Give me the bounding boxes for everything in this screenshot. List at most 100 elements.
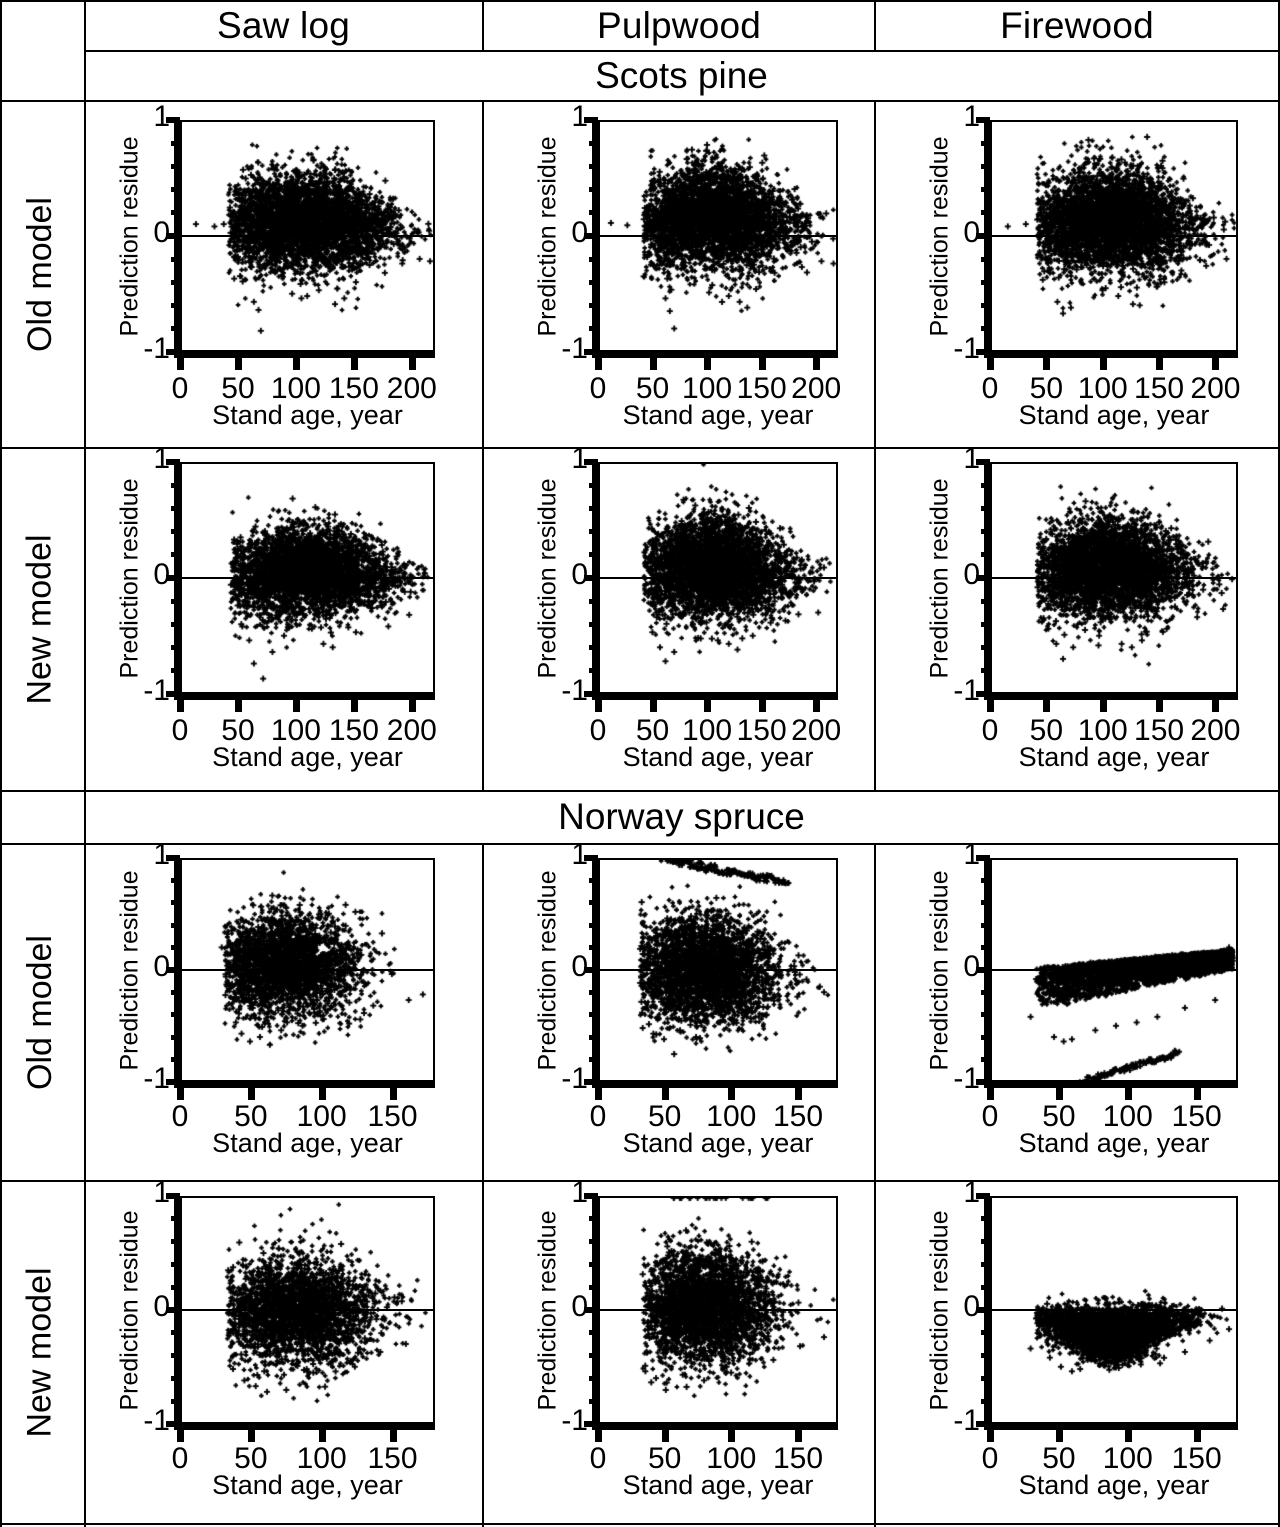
zero-reference-line — [984, 1309, 1238, 1311]
y-axis-title: Prediction residue — [925, 870, 954, 1071]
scatter-canvas — [992, 1198, 1236, 1422]
y-minor-tick — [589, 529, 598, 535]
x-tick-label: 100 — [296, 1100, 347, 1133]
x-axis-spine — [984, 1082, 1238, 1088]
y-minor-tick — [589, 1330, 598, 1336]
x-major-tick — [1156, 698, 1164, 712]
x-major-tick — [649, 698, 657, 712]
x-tick-label: 0 — [981, 372, 999, 405]
zero-reference-line — [174, 969, 435, 971]
row-label-new-model-scots: New model — [0, 449, 80, 790]
x-major-tick — [987, 1086, 994, 1100]
x-axis-title: Stand age, year — [622, 1128, 814, 1158]
x-axis-spine — [592, 352, 838, 358]
y-major-tick — [976, 233, 990, 239]
x-axis-spine — [592, 694, 838, 700]
y-major-tick — [166, 1421, 180, 1427]
y-major-tick — [976, 575, 990, 581]
y-axis-spine — [174, 462, 180, 694]
plot-area — [598, 858, 838, 1082]
y-tick-label: -1 — [561, 1062, 588, 1095]
column-header-sawlog: Saw log — [85, 2, 482, 50]
y-major-tick — [976, 459, 990, 465]
y-minor-tick — [981, 989, 990, 995]
frame-line-bottom — [0, 1523, 1280, 1525]
y-minor-tick — [589, 922, 598, 928]
x-major-tick — [292, 698, 300, 712]
y-tick-label: -1 — [561, 674, 588, 707]
row-label-text: Old model — [20, 197, 59, 352]
y-minor-tick — [171, 210, 180, 216]
scatter-canvas — [182, 464, 433, 692]
plot-area — [180, 1196, 435, 1424]
column-header-label: Firewood — [1000, 5, 1154, 46]
y-minor-tick — [589, 187, 598, 193]
y-minor-tick — [171, 598, 180, 604]
y-minor-tick — [171, 552, 180, 558]
x-axis-title: Stand age, year — [212, 400, 403, 430]
y-major-tick — [976, 1079, 990, 1085]
frame-line-col1 — [482, 0, 484, 50]
frame-line-col2 — [874, 0, 876, 50]
y-minor-tick — [981, 598, 990, 604]
zero-reference-line — [174, 235, 435, 237]
frame-line-header — [85, 50, 1280, 52]
plot-area — [990, 462, 1238, 694]
scatter-canvas — [600, 860, 836, 1080]
x-major-tick — [1055, 1428, 1063, 1442]
y-minor-tick — [171, 140, 180, 146]
y-major-tick — [584, 459, 598, 465]
zero-reference-line — [592, 1309, 838, 1311]
species-band-label: Scots pine — [595, 55, 768, 96]
column-header-pulpwood: Pulpwood — [484, 2, 874, 50]
y-axis-spine — [174, 120, 180, 352]
x-tick-label: 0 — [981, 1100, 999, 1133]
scatter-canvas — [182, 860, 433, 1080]
x-axis-title: Stand age, year — [212, 742, 403, 772]
scatter-canvas — [182, 122, 433, 350]
y-major-tick — [976, 967, 990, 973]
y-minor-tick — [171, 303, 180, 309]
y-minor-tick — [981, 1261, 990, 1267]
y-tick-label: 0 — [153, 950, 170, 983]
y-major-tick — [976, 349, 990, 355]
x-major-tick — [177, 356, 184, 370]
y-axis-spine — [592, 120, 598, 352]
y-minor-tick — [981, 1398, 990, 1404]
x-tick-label: 50 — [1042, 1442, 1076, 1475]
x-tick-label: 150 — [1134, 372, 1185, 405]
x-tick-label: 50 — [234, 1442, 268, 1475]
x-axis-spine — [174, 1424, 435, 1430]
y-minor-tick — [171, 1398, 180, 1404]
plot-area — [598, 1196, 838, 1424]
y-tick-label: 1 — [963, 100, 980, 133]
y-axis-title: Prediction residue — [925, 1210, 954, 1411]
y-minor-tick — [981, 1034, 990, 1040]
x-major-tick — [758, 698, 766, 712]
y-major-tick — [166, 575, 180, 581]
x-tick-labels: 0 50 100 150 — [0, 1100, 1280, 1136]
x-major-tick — [987, 698, 994, 712]
x-major-tick — [292, 356, 300, 370]
y-minor-tick — [589, 552, 598, 558]
y-major-tick — [584, 1193, 598, 1199]
y-minor-tick — [589, 303, 598, 309]
y-axis-title: Prediction residue — [533, 136, 562, 337]
y-minor-tick — [589, 140, 598, 146]
x-tick-label: 150 — [772, 1100, 824, 1133]
x-tick-label: 200 — [791, 372, 842, 405]
x-axis-title: Stand age, year — [622, 400, 814, 430]
y-minor-tick — [171, 668, 180, 674]
x-tick-label: 50 — [221, 372, 255, 405]
y-minor-tick — [589, 598, 598, 604]
x-tick-label: 100 — [682, 714, 733, 747]
y-minor-tick — [589, 279, 598, 285]
y-tick-label: 0 — [963, 558, 980, 591]
y-major-tick — [976, 691, 990, 697]
x-axis-spine — [592, 1424, 838, 1430]
